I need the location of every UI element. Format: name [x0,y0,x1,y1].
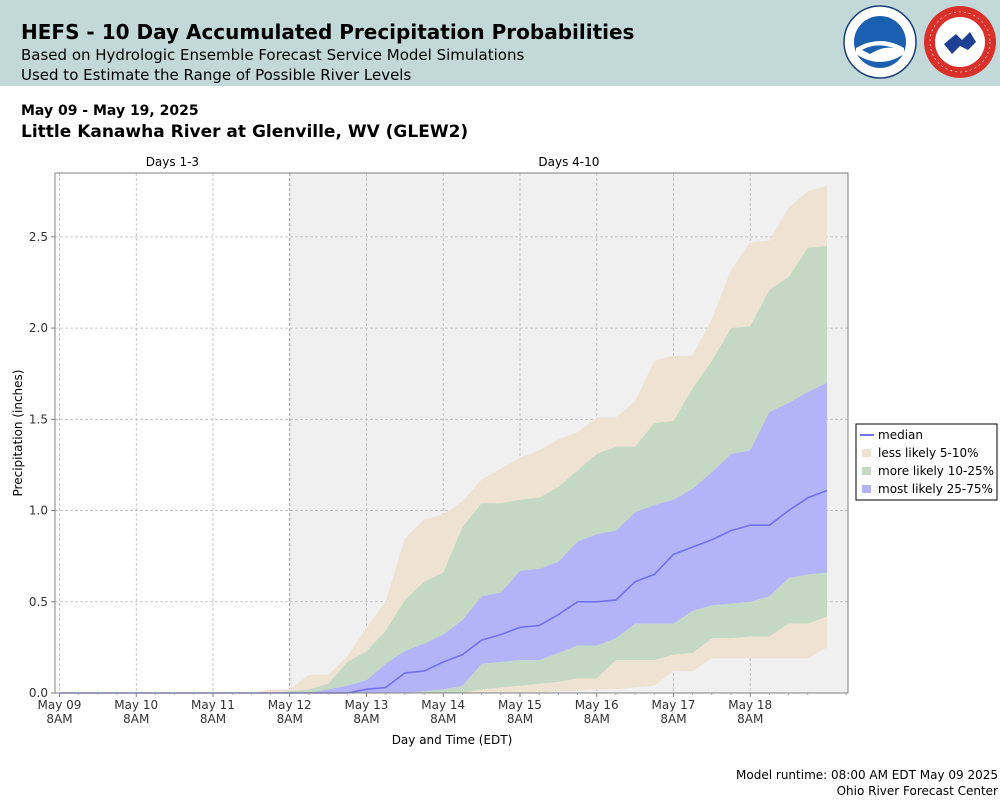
y-tick-label: 0.5 [29,595,48,609]
x-tick-label-date: May 13 [345,698,389,712]
x-tick-label-date: May 11 [191,698,235,712]
site-name: Little Kanawha River at Glenville, WV (G… [21,122,469,142]
x-tick-label-date: May 09 [38,698,82,712]
model-runtime: Model runtime: 08:00 AM EDT May 09 2025 [736,768,998,782]
legend-label: most likely 25-75% [878,482,993,496]
y-tick-label: 1.0 [29,504,48,518]
x-tick-label-date: May 16 [575,698,619,712]
y-tick-label: 2.0 [29,321,48,335]
period-label-days-4-10: Days 4-10 [538,155,599,169]
y-axis-title: Precipitation (inches) [11,370,25,497]
band-more-likely-lower [59,572,827,693]
x-tick-label-date: May 10 [114,698,158,712]
x-tick-label-time: 8AM [584,712,610,726]
legend-label: median [878,428,923,442]
x-tick-label-date: May 12 [268,698,312,712]
x-tick-label-time: 8AM [430,712,456,726]
x-tick-label-time: 8AM [123,712,149,726]
x-tick-label-date: May 18 [728,698,772,712]
legend-swatch [862,485,871,493]
header-banner: HEFS - 10 Day Accumulated Precipitation … [0,0,1000,86]
page-title: HEFS - 10 Day Accumulated Precipitation … [21,20,635,44]
forecast-center: Ohio River Forecast Center [836,784,998,798]
x-tick-label-time: 8AM [660,712,686,726]
x-tick-label-time: 8AM [200,712,226,726]
y-tick-label: 0.0 [29,686,48,700]
y-tick-label: 1.5 [29,412,48,426]
x-tick-label-time: 8AM [46,712,72,726]
x-tick-label-time: 8AM [507,712,533,726]
x-tick-label-date: May 17 [652,698,696,712]
x-axis-title: Day and Time (EDT) [392,733,513,747]
legend-label: less likely 5-10% [878,446,979,460]
x-tick-label-time: 8AM [737,712,763,726]
plot-frame [54,172,849,694]
x-tick-label-date: May 14 [421,698,465,712]
noaa-logo [843,5,917,79]
legend-swatch [862,449,871,457]
legend-swatch [862,467,871,475]
nws-logo [924,6,996,78]
subtitle-line-1: Based on Hydrologic Ensemble Forecast Se… [21,46,525,64]
date-range: May 09 - May 19, 2025 [21,103,199,119]
y-tick-label: 2.5 [29,230,48,244]
period-label-days-1-3: Days 1-3 [146,155,199,169]
x-tick-label-date: May 15 [498,698,542,712]
band-less-likely-lower [59,616,827,693]
x-tick-label-time: 8AM [353,712,379,726]
band-most-likely [59,382,827,693]
band-more-likely-upper [59,245,827,693]
x-tick-label-time: 8AM [277,712,303,726]
subtitle-line-2: Used to Estimate the Range of Possible R… [21,66,412,84]
legend-label: more likely 10-25% [878,464,994,478]
legend-box [855,423,998,501]
